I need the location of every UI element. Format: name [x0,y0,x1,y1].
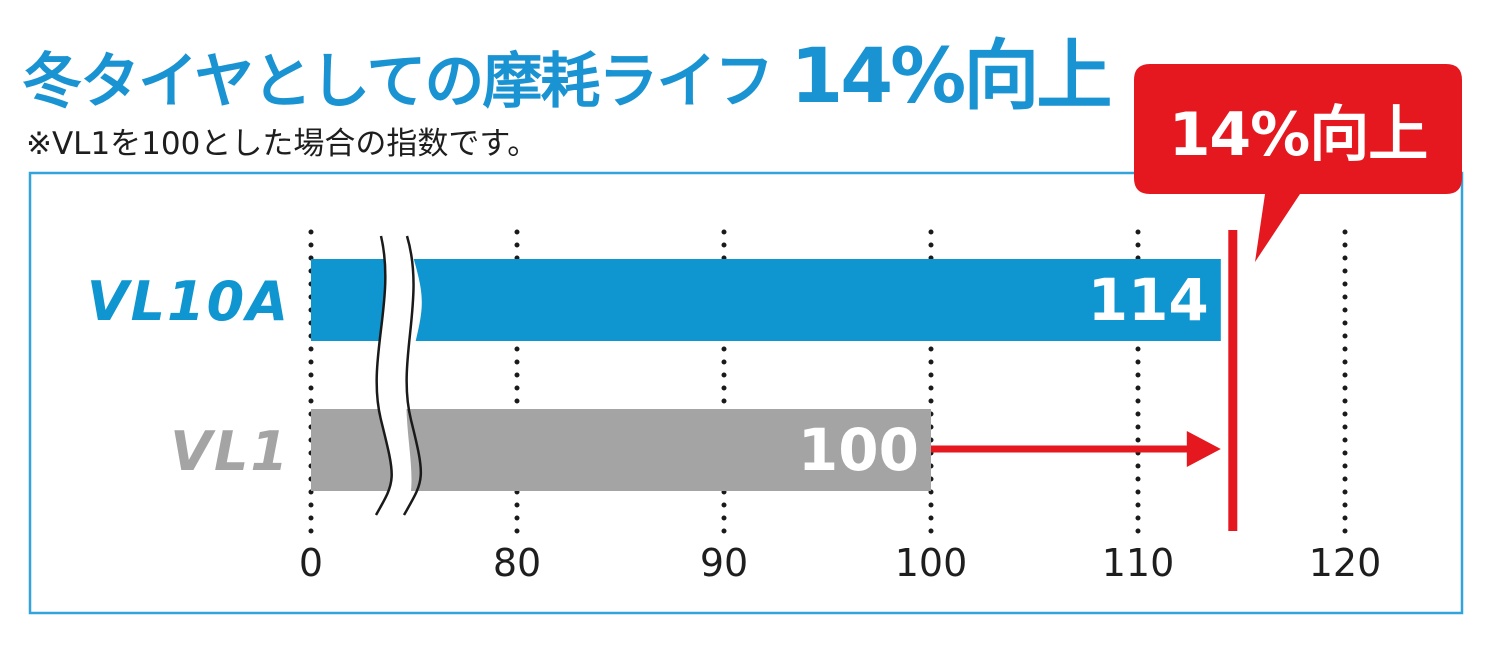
data-label: 114 [1088,266,1209,334]
improvement-arrow-head [1186,431,1221,467]
tick-label: 120 [1309,541,1382,585]
tick-labels: 0 80 90 100 110 120 [299,541,1381,585]
callout-bubble [1134,64,1462,262]
category-labels: VL10A VL1 [87,270,290,483]
category-label: VL1 [170,420,290,483]
axis-break-line [402,235,423,516]
callout-text: 14%向上 [1169,100,1428,170]
tick-label: 100 [895,541,968,585]
bar [311,409,931,491]
title-highlight: 14%向上 [790,31,1112,120]
axis-break [374,235,423,516]
page-title: 冬タイヤとしての摩耗ライフ 14%向上 [22,14,1112,120]
axis-break-line [374,235,393,516]
chart-frame [28,171,1464,615]
index-note: ※VL1を100とした場合の指数です。 [26,126,539,162]
tick-label: 80 [493,541,541,585]
annotations: 14%向上 [374,64,1462,531]
category-label: VL10A [87,270,290,333]
bars: 114 100 [311,259,1221,491]
data-label: 100 [798,416,919,484]
tick-label: 90 [700,541,748,585]
bar [311,259,1221,341]
tick-label: 110 [1102,541,1175,585]
title-main: 冬タイヤとしての摩耗ライフ [22,47,774,117]
tick-label: 0 [299,541,323,585]
